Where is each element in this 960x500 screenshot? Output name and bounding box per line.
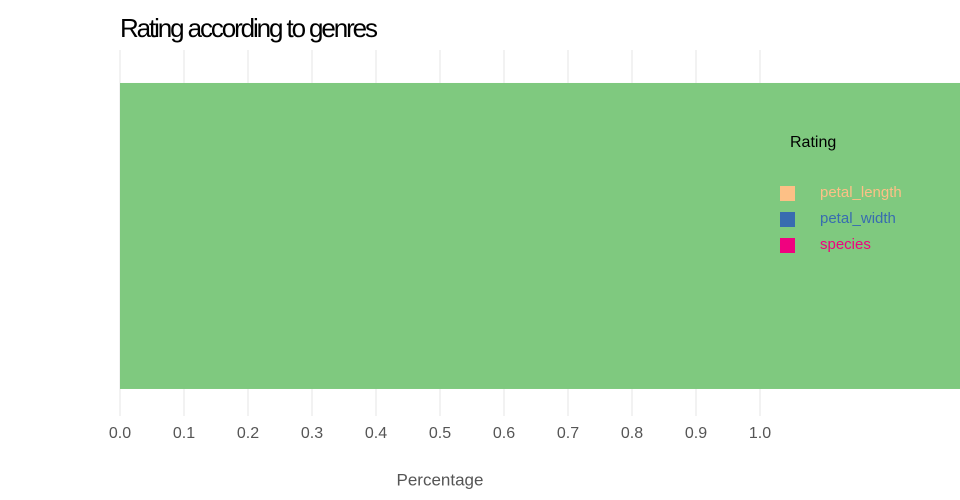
x-tick-label: 0.2 <box>237 425 259 442</box>
x-tick-label: 0.5 <box>429 425 451 442</box>
bar-segment <box>120 82 960 389</box>
legend-label: species <box>820 236 871 253</box>
x-tick-label: 0.9 <box>685 425 707 442</box>
legend-label: petal_length <box>820 184 902 201</box>
chart-title: Rating according to genres <box>120 13 378 43</box>
legend-swatch <box>780 238 795 253</box>
x-tick-label: 0.7 <box>557 425 579 442</box>
x-tick-label: 0.1 <box>173 425 195 442</box>
legend-label: petal_width <box>820 210 896 227</box>
legend-swatch <box>780 186 795 201</box>
legend-title: Rating <box>790 134 836 151</box>
x-tick-label: 0.8 <box>621 425 643 442</box>
x-tick-label: 1.0 <box>749 425 771 442</box>
x-tick-label: 0.0 <box>109 425 131 442</box>
legend-swatch <box>780 212 795 227</box>
x-tick-label: 0.6 <box>493 425 515 442</box>
x-tick-label: 0.4 <box>365 425 387 442</box>
x-axis-title: Percentage <box>397 470 484 489</box>
x-tick-label: 0.3 <box>301 425 323 442</box>
